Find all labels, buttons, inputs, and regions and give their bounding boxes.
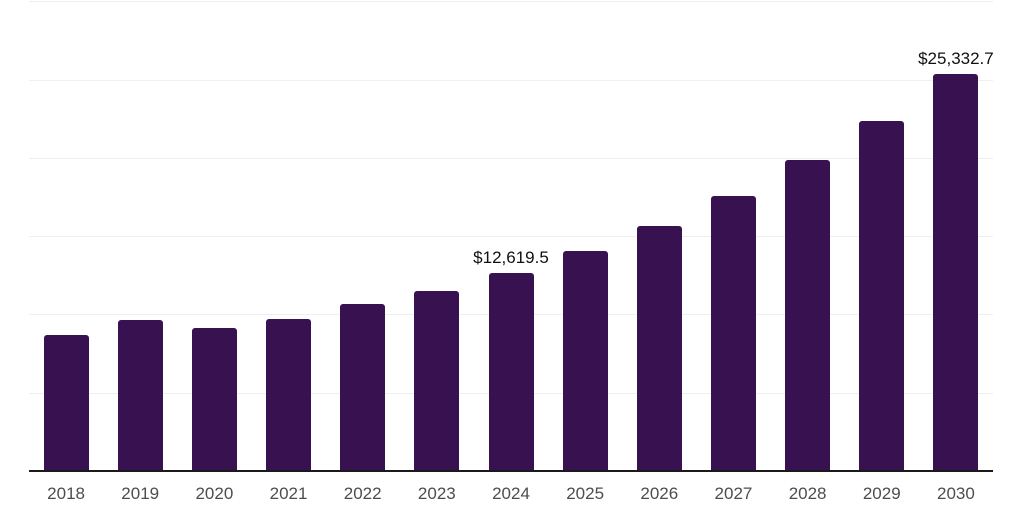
x-tick-label: 2020 [195,484,234,503]
x-tick-label: 2023 [417,484,456,503]
bar [933,74,979,471]
bar [43,335,89,471]
bar [562,251,608,471]
x-tick-label: 2027 [714,484,753,503]
x-tick-label: 2024 [492,484,530,503]
x-tick-label: 2021 [269,484,308,503]
bar [636,225,682,471]
bar-value-label: $12,619.5 [473,248,549,268]
bar [191,328,237,471]
bar-value-label: $25,332.7 [918,49,994,69]
bar [710,195,756,471]
bar [266,319,312,471]
bar [859,120,905,471]
x-tick-label: 2019 [121,484,160,503]
bar [488,273,534,471]
gridline [29,79,993,81]
gridline [29,1,993,3]
gridline [29,157,993,159]
x-tick-label: 2026 [640,484,679,503]
gridline [29,236,993,238]
x-tick-label: 2030 [937,484,975,503]
x-tick-label: 2022 [343,484,382,503]
bar [117,320,163,471]
x-tick-label: 2028 [788,484,827,503]
bar [340,303,386,471]
x-tick-label: 2025 [566,484,605,503]
x-axis-line [29,470,993,472]
bar [414,291,460,471]
x-tick-label: 2029 [862,484,901,503]
bar [785,160,831,471]
x-tick-label: 2018 [47,484,85,503]
